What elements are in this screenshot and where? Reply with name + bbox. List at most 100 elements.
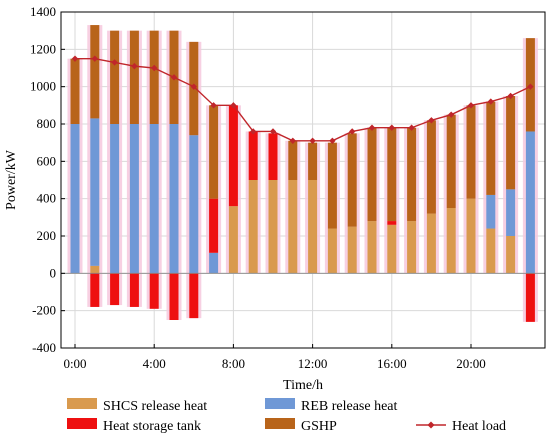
legend-swatch [265,418,295,429]
bar-gshp [209,105,219,199]
bar-shcs-release-heat [248,180,258,274]
y-tick-label: 400 [37,191,57,206]
heat-load-marker [190,83,197,90]
bar-shcs-release-heat [288,180,298,274]
legend-label: GSHP [301,419,337,434]
bar-gshp [149,30,159,125]
bar-gshp [288,140,298,180]
x-tick-label: 8:00 [222,356,245,371]
bar-shcs-release-heat [486,228,496,274]
bar-heat-storage-tank [525,273,535,322]
bar-gshp [426,120,436,214]
legend-item: REB release heat [265,398,398,414]
bar-reb-release-heat [189,135,199,274]
bars [67,25,538,322]
bar-gshp [446,114,456,208]
heat-load-marker [71,55,79,62]
bar-heat-storage-tank [149,273,159,309]
heat-load-marker [151,64,158,72]
bar-reb-release-heat [129,124,139,274]
heat-load-marker [269,128,277,135]
legend-marker [427,421,435,429]
bar-shcs-release-heat [387,224,397,274]
legend-item: Heat load [416,419,506,434]
y-tick-label: 800 [37,116,57,131]
heat-load-marker [91,55,98,62]
bar-heat-storage-tank [268,133,278,180]
y-tick-label: -200 [32,303,56,318]
bar-shcs-release-heat [426,213,436,274]
heat-load-marker [250,128,257,135]
legend-swatch [67,398,97,409]
y-tick-label: 1400 [30,4,56,19]
bar-reb-release-heat [90,118,100,266]
bar-heat-storage-tank [90,273,100,307]
bar-gshp [70,58,80,124]
heat-load-marker [170,74,178,81]
heat-load-marker [131,62,138,70]
heat-load-marker [408,124,415,131]
bar-gshp [367,127,377,222]
bar-shcs-release-heat [506,236,516,274]
heat-load-marker [289,137,296,144]
x-tick-label: 0:00 [63,356,86,371]
legend-label: Heat load [452,419,506,434]
bar-heat-storage-tank [248,131,258,180]
heat-load-marker [111,59,118,66]
bar-gshp [407,127,417,222]
bar-gshp [347,133,357,227]
bar-reb-release-heat [486,194,496,229]
bar-gshp [110,30,120,125]
bar-shcs-release-heat [90,265,100,274]
bar-heat-storage-tank [387,221,397,225]
bar-gshp [327,142,337,229]
bar-heat-storage-tank [110,273,120,306]
bar-gshp [387,127,397,222]
heat-load-marker [428,117,435,124]
bar-gshp [506,96,516,190]
bar-shcs-release-heat [268,180,278,274]
y-axis-label: Power/kW [4,149,19,210]
bar-gshp [308,142,318,180]
bar-shcs-release-heat [446,208,456,274]
bar-reb-release-heat [525,131,535,274]
y-tick-label: 1000 [30,79,56,94]
legend-item: Heat storage tank [67,418,201,434]
x-tick-label: 20:00 [456,356,486,371]
bar-shcs-release-heat [367,221,377,274]
bar-reb-release-heat [506,189,516,236]
heat-load-marker [448,111,455,118]
bar-shcs-release-heat [228,206,238,274]
bar-shcs-release-heat [308,180,318,274]
x-tick-label: 12:00 [298,356,328,371]
heat-load-marker [527,83,534,90]
y-axis-ticks: -400 -200 0 200 400 600 800 1000 1200 1400 [30,4,65,355]
heat-load-marker [349,128,356,135]
heat-load-marker [210,102,217,109]
bar-reb-release-heat [169,124,179,274]
y-tick-label: 600 [37,153,57,168]
heat-load-marker [507,92,514,100]
bar-reb-release-heat [70,124,80,274]
bar-shcs-release-heat [347,226,357,274]
bar-heat-storage-tank [129,273,139,307]
heat-load-marker [329,137,336,144]
bar-gshp [466,105,476,199]
bar-gshp [90,25,100,119]
bar-shcs-release-heat [327,228,337,274]
heat-load-marker [487,98,494,105]
heat-load-marker [388,124,395,131]
heat-load-marker [230,102,237,109]
bar-heat-storage-tank [189,273,199,319]
bar-heat-storage-tank [228,105,238,207]
heat-load-line [71,55,534,144]
x-tick-label: 4:00 [143,356,166,371]
bar-shcs-release-heat [466,198,476,274]
legend-swatch [67,418,97,429]
legend-label: Heat storage tank [103,419,201,434]
bar-reb-release-heat [209,252,219,274]
heat-load-marker [309,137,316,144]
legend: SHCS release heat REB release heat Heat st… [67,398,506,434]
legend-item: SHCS release heat [67,398,207,414]
